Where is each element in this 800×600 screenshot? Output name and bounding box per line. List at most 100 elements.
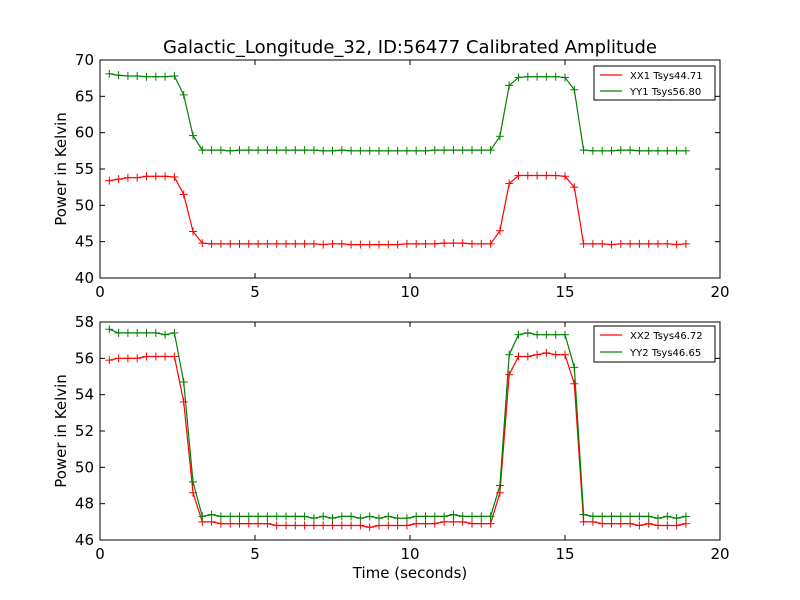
bottom-series-0-point: [235, 519, 244, 528]
bottom-series-0-point: [663, 521, 672, 530]
top-series-1-point: [309, 146, 318, 155]
bottom-series-0-point: [207, 517, 216, 526]
bottom-series-0-point: [319, 521, 328, 530]
top-series-0-point: [179, 190, 188, 199]
top-series-1-point: [449, 146, 458, 155]
bottom-series-1-point: [254, 512, 263, 521]
top-series-0-point: [440, 239, 449, 248]
top-x-tick-label: 20: [710, 283, 729, 301]
top-series-0-point: [663, 239, 672, 248]
bottom-series-1-point: [105, 325, 114, 334]
top-series-1-point: [644, 146, 653, 155]
top-series-1-point: [523, 72, 532, 81]
bottom-series-1-point: [384, 512, 393, 521]
top-series-1-point: [588, 146, 597, 155]
top-series-0-point: [477, 239, 486, 248]
bottom-series-0-point: [170, 352, 179, 361]
top-series-1-point: [477, 146, 486, 155]
bottom-series-0-point: [561, 350, 569, 359]
top-series-0-point: [216, 239, 225, 248]
top-x-tick-label: 10: [400, 283, 419, 301]
top-series-1-point: [635, 146, 644, 155]
bottom-series-1-point: [663, 512, 672, 521]
top-series-1-point: [505, 81, 514, 90]
bottom-series-1-point: [598, 512, 607, 521]
bottom-series-0-point: [644, 519, 653, 528]
bottom-series-0-point: [337, 521, 346, 530]
bottom-series-1-point: [198, 512, 207, 521]
bottom-series-0-point: [105, 356, 114, 365]
top-series-1-point: [328, 146, 337, 155]
top-series-1-point: [440, 146, 449, 155]
top-series-0-point: [170, 172, 179, 181]
top-series-1-point: [468, 146, 476, 155]
top-legend: XX1 Tsys44.71 YY1 Tsys56.80: [593, 65, 716, 101]
bottom-series-1-point: [328, 514, 337, 523]
top-series-1-point: [133, 71, 142, 80]
bottom-series-1-point: [300, 512, 309, 521]
top-series-0-point: [579, 239, 588, 248]
top-plot-series: [105, 69, 690, 249]
top-series-1-point: [495, 132, 504, 141]
bottom-series-1-point: [421, 512, 430, 521]
bottom-series-0-point: [598, 519, 607, 528]
top-series-0-point: [598, 239, 607, 248]
bottom-series-1-point: [458, 512, 467, 521]
bottom-series-1-point: [505, 350, 514, 359]
top-series-1-point: [551, 72, 560, 81]
top-series-0-point: [291, 239, 300, 248]
bottom-series-0-point: [607, 519, 616, 528]
top-series-0-point: [681, 239, 690, 248]
top-series-0-point: [244, 239, 253, 248]
top-series-1-point: [226, 146, 235, 155]
bottom-series-1-point: [402, 514, 411, 523]
bottom-series-1-point: [142, 328, 151, 337]
bottom-y-tick-label: 52: [75, 422, 94, 440]
top-series-1-point: [458, 146, 467, 155]
top-series-1-point: [542, 72, 551, 81]
bottom-series-1-point: [375, 514, 383, 523]
top-series-0-point: [588, 239, 597, 248]
top-series-0-point: [458, 239, 467, 248]
top-series-1-point: [235, 146, 244, 155]
top-series-1-point: [114, 71, 123, 80]
bottom-y-tick-label: 48: [75, 495, 94, 513]
top-series-1-point: [337, 146, 346, 155]
bottom-series-1-point: [644, 512, 653, 521]
top-series-0-point: [468, 239, 476, 248]
top-series-1-point: [421, 146, 430, 155]
top-series-0-point: [151, 172, 160, 181]
top-series-0-point: [123, 173, 132, 182]
bottom-series-0-point: [309, 521, 318, 530]
bottom-series-0-point: [254, 519, 263, 528]
top-series-1-point: [412, 146, 421, 155]
bottom-series-0-point: [300, 521, 309, 530]
top-series-1-point: [254, 146, 263, 155]
top-series-1-point: [375, 146, 383, 155]
bottom-x-tick-label: 20: [710, 545, 729, 563]
top-series-1-point: [291, 146, 300, 155]
top-series-0-point: [226, 239, 235, 248]
top-series-0-point: [300, 239, 309, 248]
bottom-x-tick-label: 10: [400, 545, 419, 563]
bottom-series-0-point: [375, 521, 383, 530]
top-series-0-point: [365, 240, 374, 249]
top-y-tick-label: 60: [75, 124, 94, 142]
bottom-series-0-point: [365, 523, 374, 532]
bottom-series-0-point: [347, 521, 356, 530]
bottom-series-1-point: [244, 512, 253, 521]
bottom-series-1-point: [226, 512, 235, 521]
top-series-1-point: [244, 146, 253, 155]
top-series-1-point: [514, 73, 523, 82]
bottom-series-1-point: [189, 477, 197, 486]
bottom-series-0-point: [244, 519, 253, 528]
top-series-0-point: [393, 240, 402, 249]
bottom-y-tick-label: 54: [75, 386, 94, 404]
top-series-0-point: [189, 227, 197, 236]
top-series-0-point: [161, 172, 170, 181]
top-series-0-point: [561, 172, 569, 181]
top-series-1-point: [570, 85, 579, 94]
bottom-series-1-point: [412, 512, 421, 521]
top-series-0-point: [105, 176, 114, 185]
